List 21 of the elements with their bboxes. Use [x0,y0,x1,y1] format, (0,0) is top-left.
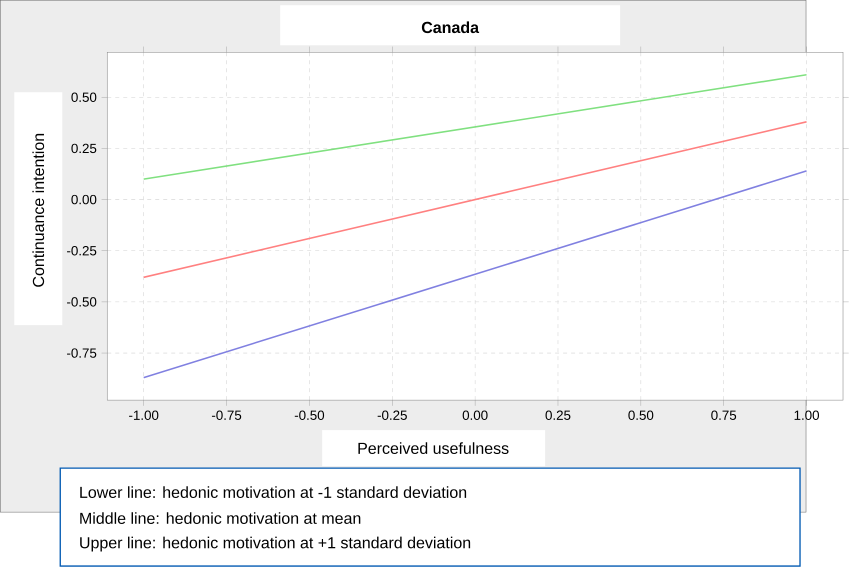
y-tick-label: -0.25 [67,246,96,256]
x-axis-title: Perceived usefulness [358,442,509,454]
y-tick-label: 0.50 [71,92,96,102]
y-axis-title: Continuance intention [32,134,44,287]
y-tick-label: 0.25 [71,144,96,154]
x-tick-label: 0.50 [628,410,654,420]
y-tick-label: 0.00 [71,194,96,204]
text: Upper line: hedonic motivation at +1 standard deviation [80,536,470,552]
x-tick-label: 0.75 [711,410,736,420]
text: Middle line: hedonic motivation at mean [80,512,360,524]
x-tick-label: 1.00 [794,410,820,420]
x-tick-label: -0.75 [212,410,242,420]
x-tick-label: 0.25 [546,410,570,420]
x-tick-label: -0.50 [294,410,324,420]
chart-title: Canada [422,21,480,34]
y-tick-label: -0.75 [67,348,96,358]
text: Lower line: hedonic motivation at -1 standard deviation [80,486,466,498]
y-tick-label: -0.50 [67,297,96,307]
x-tick-label: -1.00 [129,410,158,420]
x-tick-label: 0.00 [462,410,488,420]
x-tick-label: -0.25 [378,410,407,420]
